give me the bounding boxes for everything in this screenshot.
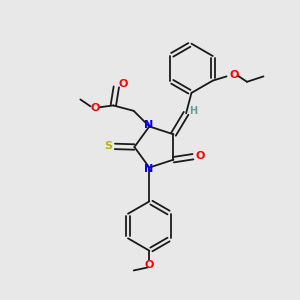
Text: O: O bbox=[195, 151, 205, 161]
Text: O: O bbox=[90, 103, 99, 113]
Text: O: O bbox=[145, 260, 154, 270]
Text: N: N bbox=[144, 164, 153, 174]
Text: S: S bbox=[104, 141, 112, 152]
Text: H: H bbox=[190, 106, 198, 116]
Text: O: O bbox=[118, 79, 128, 89]
Text: O: O bbox=[229, 70, 239, 80]
Text: N: N bbox=[144, 120, 153, 130]
